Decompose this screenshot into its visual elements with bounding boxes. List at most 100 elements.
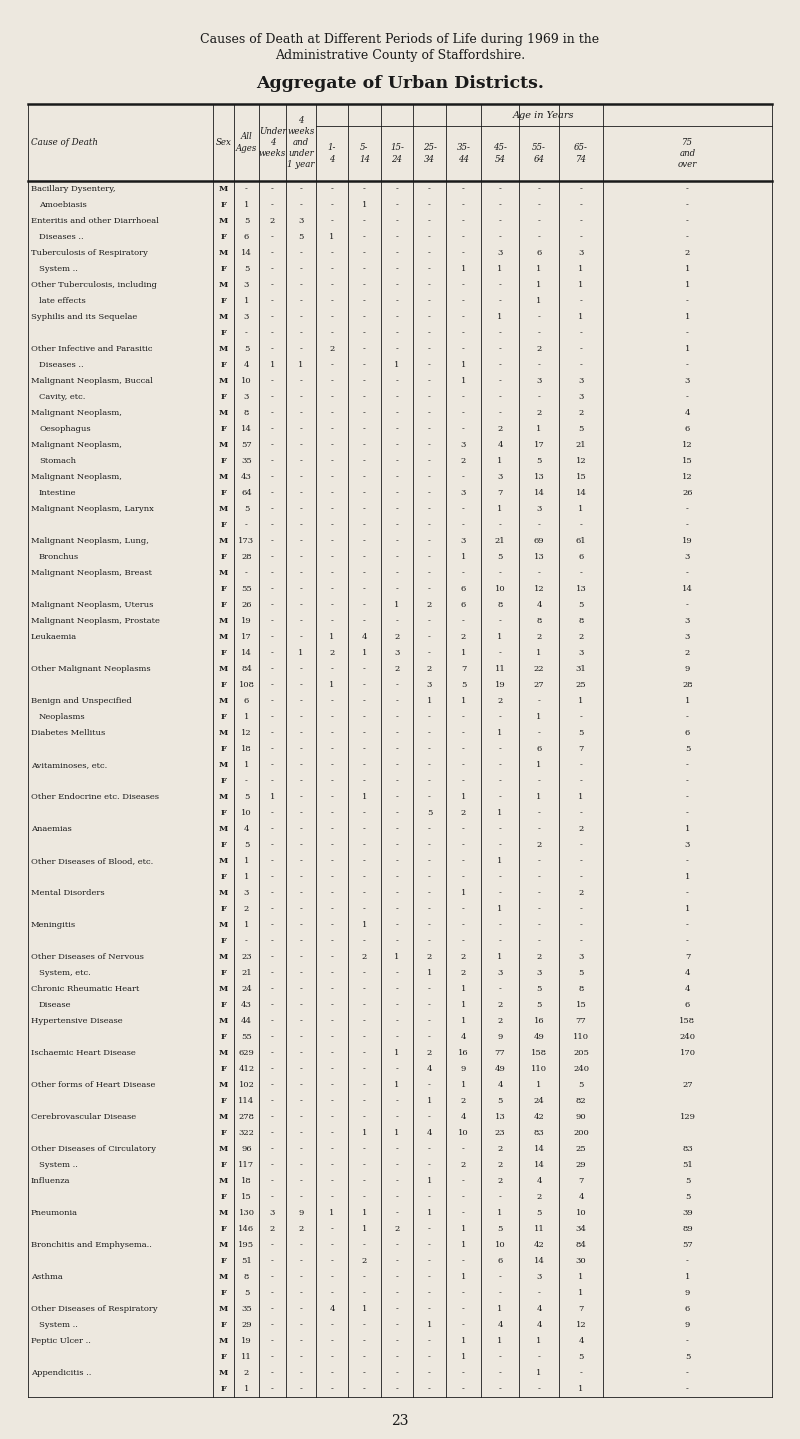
Text: F: F (221, 681, 226, 689)
Text: 5: 5 (578, 1353, 584, 1361)
Text: -: - (686, 712, 689, 721)
Text: -: - (428, 921, 431, 930)
Text: 1: 1 (244, 921, 249, 930)
Text: 1: 1 (461, 377, 466, 386)
Text: -: - (271, 937, 274, 945)
Text: 5: 5 (578, 1081, 584, 1089)
Text: -: - (330, 473, 334, 481)
Text: -: - (498, 825, 502, 833)
Text: -: - (363, 568, 366, 577)
Text: -: - (462, 761, 465, 768)
Text: 8: 8 (578, 617, 584, 625)
Text: -: - (428, 1368, 431, 1377)
Text: 49: 49 (534, 1033, 545, 1040)
Text: 1: 1 (461, 1225, 466, 1233)
Text: F: F (221, 1161, 226, 1168)
Text: -: - (462, 345, 465, 353)
Text: -: - (428, 1274, 431, 1281)
Text: -: - (363, 1097, 366, 1105)
Text: -: - (330, 186, 334, 193)
Text: -: - (299, 330, 302, 337)
Text: 2: 2 (270, 217, 275, 224)
Text: 25-
34: 25- 34 (422, 144, 437, 164)
Text: 8: 8 (244, 1274, 249, 1281)
Text: -: - (299, 858, 302, 865)
Text: -: - (395, 696, 398, 705)
Text: -: - (330, 1337, 334, 1345)
Text: 1: 1 (498, 314, 502, 321)
Text: -: - (271, 537, 274, 545)
Text: 5: 5 (298, 233, 304, 240)
Text: 5: 5 (498, 553, 502, 561)
Text: -: - (363, 1177, 366, 1184)
Text: -: - (271, 665, 274, 673)
Text: -: - (330, 489, 334, 496)
Text: -: - (686, 330, 689, 337)
Text: -: - (395, 1289, 398, 1297)
Text: -: - (428, 730, 431, 737)
Text: Malignant Neoplasm,: Malignant Neoplasm, (31, 409, 122, 417)
Text: -: - (395, 809, 398, 817)
Text: Cavity, etc.: Cavity, etc. (39, 393, 86, 401)
Text: -: - (330, 937, 334, 945)
Text: -: - (395, 730, 398, 737)
Text: -: - (498, 330, 502, 337)
Text: F: F (221, 712, 226, 721)
Text: -: - (299, 633, 302, 640)
Text: 6: 6 (536, 745, 542, 753)
Text: -: - (330, 1081, 334, 1089)
Text: -: - (538, 809, 541, 817)
Text: -: - (395, 393, 398, 401)
Text: 23: 23 (391, 1415, 409, 1427)
Text: -: - (395, 217, 398, 224)
Text: -: - (428, 425, 431, 433)
Text: 65-
74: 65- 74 (574, 144, 588, 164)
Text: -: - (686, 186, 689, 193)
Text: -: - (498, 712, 502, 721)
Text: 84: 84 (241, 665, 252, 673)
Text: 1: 1 (685, 873, 690, 881)
Text: -: - (428, 553, 431, 561)
Text: -: - (363, 440, 366, 449)
Text: -: - (299, 1145, 302, 1153)
Text: 2: 2 (362, 1258, 367, 1265)
Text: 1: 1 (461, 1017, 466, 1025)
Text: 2: 2 (394, 665, 400, 673)
Text: 28: 28 (682, 681, 693, 689)
Text: 16: 16 (534, 1017, 544, 1025)
Text: -: - (271, 1177, 274, 1184)
Text: -: - (330, 1130, 334, 1137)
Text: 1: 1 (536, 296, 542, 305)
Text: -: - (271, 1097, 274, 1105)
Text: 117: 117 (238, 1161, 254, 1168)
Text: 8: 8 (244, 409, 249, 417)
Text: -: - (271, 458, 274, 465)
Text: -: - (428, 521, 431, 530)
Text: 1: 1 (244, 201, 249, 209)
Text: -: - (462, 393, 465, 401)
Text: -: - (498, 186, 502, 193)
Text: -: - (363, 761, 366, 768)
Text: -: - (330, 521, 334, 530)
Text: 5: 5 (498, 1225, 502, 1233)
Text: -: - (245, 521, 248, 530)
Text: 2: 2 (536, 633, 542, 640)
Text: 17: 17 (534, 440, 544, 449)
Text: -: - (299, 809, 302, 817)
Text: M: M (219, 793, 228, 802)
Text: -: - (299, 1081, 302, 1089)
Text: 4: 4 (685, 986, 690, 993)
Text: 6: 6 (536, 249, 542, 258)
Text: 4: 4 (244, 361, 250, 368)
Text: -: - (395, 761, 398, 768)
Text: -: - (395, 1368, 398, 1377)
Text: M: M (219, 505, 228, 512)
Text: -: - (462, 745, 465, 753)
Text: Influenza: Influenza (31, 1177, 70, 1184)
Text: Malignant Neoplasm, Breast: Malignant Neoplasm, Breast (31, 568, 152, 577)
Text: 158: 158 (531, 1049, 547, 1058)
Text: -: - (579, 201, 582, 209)
Text: -: - (498, 345, 502, 353)
Text: -: - (428, 314, 431, 321)
Text: 12: 12 (576, 458, 586, 465)
